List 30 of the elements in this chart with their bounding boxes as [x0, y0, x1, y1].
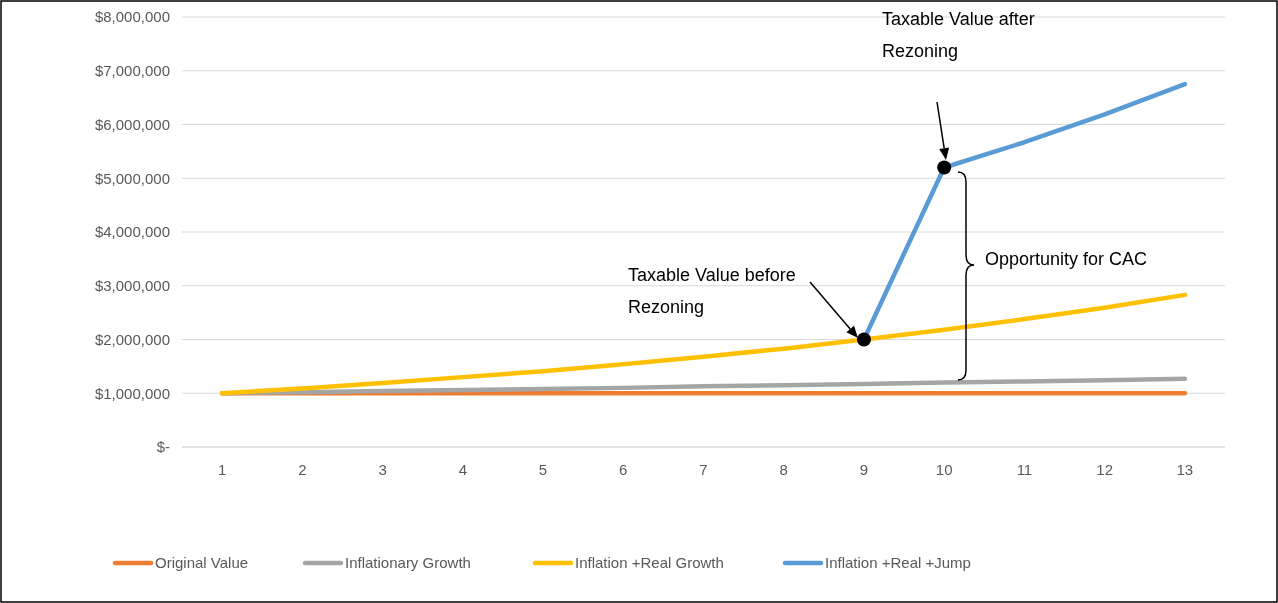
x-tick-label: 7 [699, 461, 708, 478]
y-tick-label: $1,000,000 [94, 384, 170, 402]
x-tick-label: 3 [378, 461, 387, 478]
legend-label: Inflationary Growth [345, 554, 471, 572]
y-tick-label: $3,000,000 [94, 277, 170, 294]
legend-label: Inflation +Real +Jump [825, 554, 971, 572]
x-tick-label: 5 [538, 461, 548, 478]
y-tick-label: $5,000,000 [94, 169, 170, 187]
x-tick-label: 11 [1016, 461, 1033, 478]
x-tick-label: 13 [1176, 461, 1194, 478]
x-tick-label: 6 [619, 461, 628, 478]
y-tick-label: $7,000,000 [94, 62, 170, 79]
y-tick-label: $6,000,000 [94, 115, 170, 133]
y-tick-label: $2,000,000 [94, 330, 170, 348]
y-tick-label: $8,000,000 [94, 8, 170, 26]
x-tick-label: 9 [859, 461, 869, 478]
x-tick-label: 8 [779, 461, 788, 478]
y-tick-label: $4,000,000 [94, 223, 170, 241]
annotation: Taxable Value after Rezoning [882, 9, 1035, 61]
x-tick-label: 4 [458, 461, 467, 478]
x-tick-label: 10 [935, 461, 953, 478]
x-tick-label: 12 [1096, 461, 1113, 478]
x-tick-label: 2 [298, 461, 307, 478]
annotation: Taxable Value before Rezoning [628, 265, 796, 317]
legend-label: Inflation +Real Growth [575, 554, 724, 572]
legend-label: Original Value [155, 554, 249, 572]
x-tick-label: 1 [217, 461, 227, 478]
y-tick-label: $- [156, 438, 170, 456]
annotation: Opportunity for CAC [985, 249, 1148, 270]
line-series [219, 292, 1188, 396]
